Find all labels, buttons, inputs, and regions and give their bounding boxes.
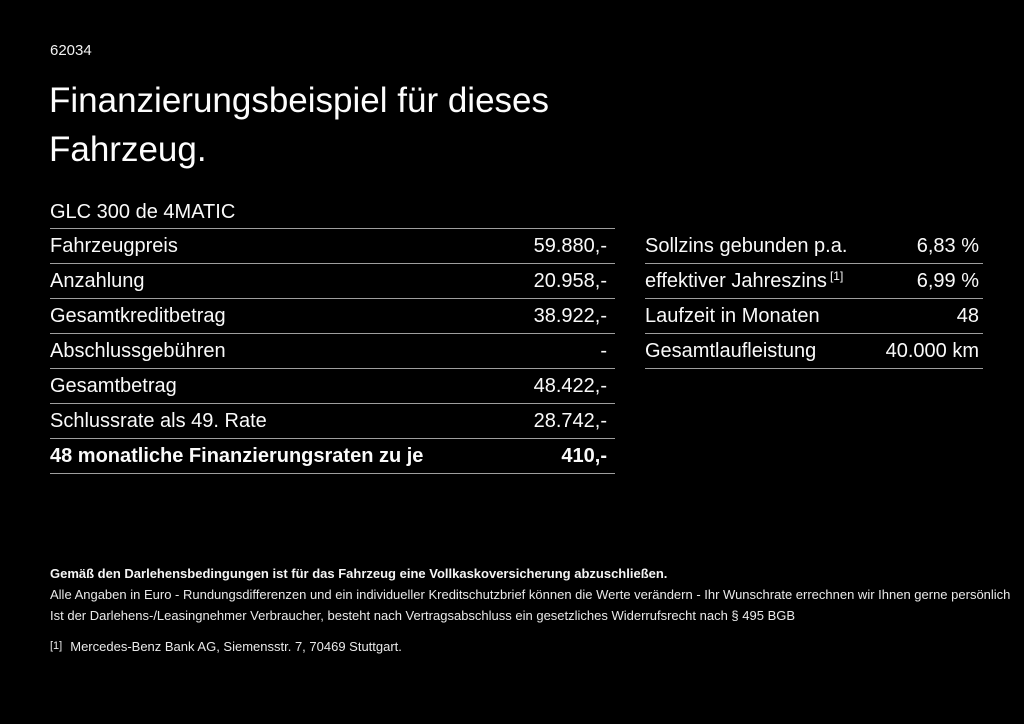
row-value: -: [600, 339, 607, 362]
row-label: Anzahlung: [50, 269, 145, 292]
row-value: 38.922,-: [533, 304, 607, 327]
row-label: effektiver Jahreszins [1]: [645, 268, 844, 293]
row-value: 6,83 %: [916, 234, 979, 257]
table-row-final-installment: Schlussrate als 49. Rate 28.742,-: [50, 404, 615, 439]
row-label: Gesamtbetrag: [50, 374, 177, 397]
table-row-total-mileage: Gesamtlaufleistung 40.000 km: [645, 334, 983, 369]
page-title: Finanzierungsbeispiel für dieses Fahrzeug…: [49, 76, 549, 174]
row-label: Fahrzeugpreis: [50, 234, 178, 257]
row-value: 48: [956, 304, 979, 327]
insurance-note: Gemäß den Darlehensbedingungen ist für d…: [50, 566, 668, 581]
financing-table: Fahrzeugpreis 59.880,- Anzahlung 20.958,…: [50, 228, 615, 474]
row-value: 20.958,-: [533, 269, 607, 292]
table-row-total-amount: Gesamtbetrag 48.422,-: [50, 369, 615, 404]
table-row-nominal-interest: Sollzins gebunden p.a. 6,83 %: [645, 229, 983, 264]
table-row-down-payment: Anzahlung 20.958,-: [50, 264, 615, 299]
row-label: Sollzins gebunden p.a.: [645, 234, 848, 257]
row-value: 6,99 %: [916, 269, 979, 292]
table-row-closing-fees: Abschlussgebühren -: [50, 334, 615, 369]
footer: Gemäß den Darlehensbedingungen ist für d…: [50, 563, 1011, 659]
table-row-term-months: Laufzeit in Monaten 48: [645, 299, 983, 334]
conditions-table: Sollzins gebunden p.a. 6,83 % effektiver…: [645, 229, 983, 369]
row-label: 48 monatliche Finanzierungsraten zu je: [50, 444, 424, 467]
row-label: Abschlussgebühren: [50, 339, 226, 362]
row-label-text: effektiver Jahreszins: [645, 269, 827, 292]
row-value: 410,-: [561, 444, 607, 467]
vehicle-model: GLC 300 de 4MATIC: [50, 201, 236, 223]
table-row-vehicle-price: Fahrzeugpreis 59.880,-: [50, 229, 615, 264]
row-label: Schlussrate als 49. Rate: [50, 409, 267, 432]
disclaimer-line-2: Ist der Darlehens-/Leasingnehmer Verbrau…: [50, 608, 796, 623]
row-value: 28.742,-: [533, 409, 607, 432]
doc-number: 62034: [50, 42, 92, 59]
table-row-total-credit: Gesamtkreditbetrag 38.922,-: [50, 299, 615, 334]
footnote-text: Mercedes-Benz Bank AG, Siemensstr. 7, 70…: [70, 639, 402, 654]
table-row-effective-interest: effektiver Jahreszins [1] 6,99 %: [645, 264, 983, 299]
disclaimer-line-1: Alle Angaben in Euro - Rundungsdifferenz…: [50, 587, 1011, 602]
footnote: [1] Mercedes-Benz Bank AG, Siemensstr. 7,…: [50, 636, 990, 659]
table-row-monthly-rate: 48 monatliche Finanzierungsraten zu je 4…: [50, 439, 615, 474]
page-title-line2: Fahrzeug.: [49, 130, 207, 169]
footnote-marker: [1]: [50, 640, 63, 652]
row-value: 59.880,-: [533, 234, 607, 257]
footnote-ref-icon: [1]: [829, 268, 844, 283]
row-label: Gesamtkreditbetrag: [50, 304, 226, 327]
row-value: 48.422,-: [533, 374, 607, 397]
row-value: 40.000 km: [885, 339, 979, 362]
row-label: Gesamtlaufleistung: [645, 339, 817, 362]
page-title-line1: Finanzierungsbeispiel für dieses: [49, 81, 549, 120]
row-label: Laufzeit in Monaten: [645, 304, 820, 327]
